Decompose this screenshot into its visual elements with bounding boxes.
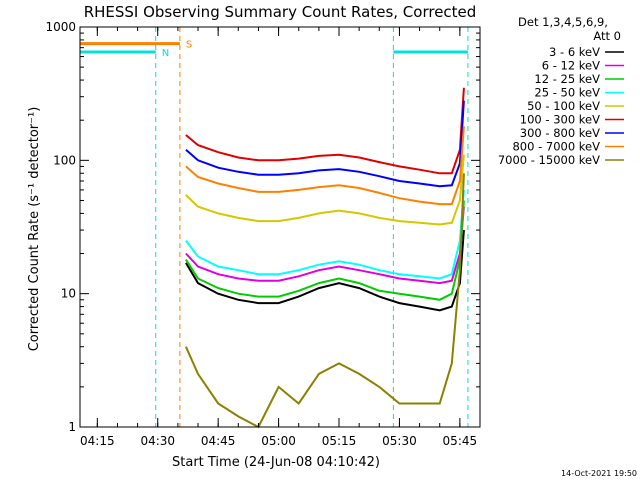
flag-label-N: N: [162, 48, 169, 59]
series-line-1: [185, 206, 465, 285]
series-line-4: [185, 154, 465, 226]
series-line-3: [185, 189, 465, 280]
series-line-2: [185, 200, 465, 301]
series-line-0: [185, 230, 465, 312]
axes: 1 10 100 1000 04:15 04:30 04:45 05:00 05:15 05:30…: [45, 20, 481, 448]
x-tick-label: 04:30: [140, 434, 175, 448]
legend-label-6: 300 - 800 keV: [520, 126, 600, 140]
x-tick-label: 04:15: [80, 434, 115, 448]
axis-frame: [79, 26, 481, 428]
legend-label-2: 12 - 25 keV: [534, 72, 600, 86]
plot-area: NS: [80, 27, 469, 429]
legend-label-8: 7000 - 15000 keV: [498, 153, 600, 167]
series-line-7: [185, 126, 465, 206]
y-tick-label: 1000: [45, 20, 76, 34]
y-tick-label: 1: [68, 420, 76, 434]
chart-title: RHESSI Observing Summary Count Rates, Co…: [84, 3, 477, 21]
x-tick-label: 05:15: [322, 434, 357, 448]
legend-label-0: 3 - 6 keV: [549, 45, 600, 59]
legend-label-1: 6 - 12 keV: [542, 59, 600, 73]
legend-label-3: 25 - 50 keV: [534, 86, 600, 100]
x-tick-label: 05:45: [443, 434, 478, 448]
x-tick-label: 05:00: [261, 434, 296, 448]
legend-label-7: 800 - 7000 keV: [512, 140, 600, 154]
x-axis-label: Start Time (24-Jun-08 04:10:42): [172, 455, 380, 470]
series-line-8: [184, 173, 465, 429]
x-tick-label: 05:30: [382, 434, 417, 448]
series-line-5: [185, 87, 465, 175]
y-tick-label: 100: [53, 153, 76, 167]
x-tick-label: 04:45: [201, 434, 236, 448]
y-axis-label: Corrected Count Rate (s⁻¹ detector⁻¹): [27, 107, 42, 352]
legend-label-5: 100 - 300 keV: [520, 113, 600, 127]
y-tick-label: 10: [61, 287, 76, 301]
legend-header-line-1: Det 1,3,4,5,6,9,: [518, 15, 608, 29]
footer-date: 14-Oct-2021 19:50: [561, 469, 637, 478]
flag-label-S: S: [186, 40, 192, 51]
legend-label-4: 50 - 100 keV: [527, 99, 600, 113]
legend-header-line-2: Att 0: [593, 29, 621, 43]
series-line-6: [185, 100, 465, 188]
